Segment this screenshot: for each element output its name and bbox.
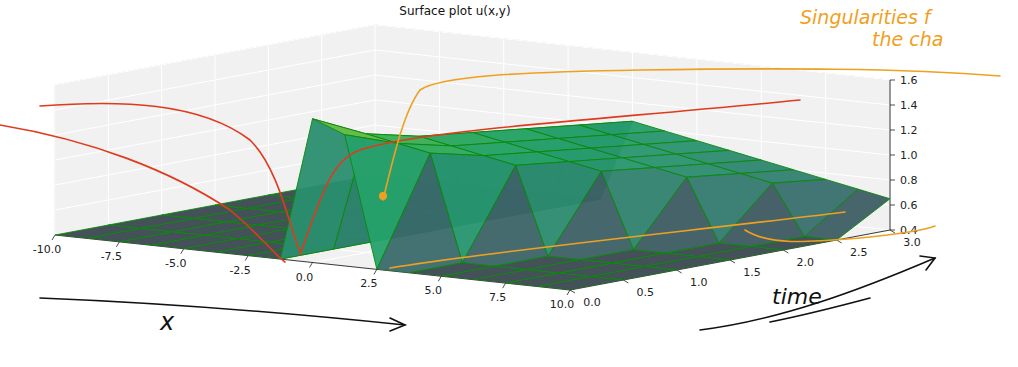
annotation-stroke <box>383 69 1000 200</box>
tick <box>567 290 570 295</box>
title: Surface plot u(x,y) <box>399 4 510 18</box>
annotations: Singularities fthe cha x time <box>0 6 1000 336</box>
x-tick-label: 5.0 <box>425 284 443 297</box>
tick <box>783 250 788 253</box>
axes <box>55 80 890 290</box>
y-tick-label: 1.5 <box>743 266 761 279</box>
tick <box>438 276 441 281</box>
x-tick-label: -7.5 <box>101 250 122 263</box>
annotation: Singularities f <box>800 6 934 28</box>
surface-cell <box>633 177 719 253</box>
tick <box>570 290 575 293</box>
grid-line <box>55 25 375 85</box>
tick <box>890 180 895 181</box>
chart: -10.0 -7.5 -5.0 -2.5 0.0 2.5 5.0 7.5 10.0 0.0 0.5 1… <box>0 0 1018 367</box>
z-tick-label: 1.4 <box>900 99 918 112</box>
tick <box>245 256 248 261</box>
tick <box>890 230 895 231</box>
y-tick-label: 0.0 <box>583 296 601 309</box>
z-tick-label: 0.6 <box>900 199 918 212</box>
annotation: time <box>772 284 822 309</box>
y-tick-label: 3.0 <box>903 236 921 249</box>
grid <box>55 25 890 290</box>
tick <box>310 263 313 268</box>
surface-cell <box>462 165 548 266</box>
grid-line <box>375 50 890 105</box>
x-tick-label: -10.0 <box>33 243 61 256</box>
panes <box>55 25 890 290</box>
tick <box>890 105 895 106</box>
x-tick-label: 7.5 <box>489 291 507 304</box>
annotation-stroke <box>300 100 800 255</box>
tick <box>116 242 119 247</box>
x-tick-label: -2.5 <box>229 264 250 277</box>
tick <box>677 270 682 273</box>
annotation: x <box>159 308 175 336</box>
x-tick-label: 10.0 <box>550 298 575 311</box>
annotation-stroke <box>745 226 935 242</box>
annotation-stroke <box>390 318 405 331</box>
tick <box>730 260 735 263</box>
x-tick-label: -5.0 <box>165 257 186 270</box>
surface-cell <box>548 171 634 259</box>
grid-line <box>55 50 375 110</box>
z-tick-label: 1.6 <box>900 74 918 87</box>
tick <box>503 283 506 288</box>
annotation-stroke <box>40 103 300 252</box>
tick <box>890 230 895 233</box>
tick <box>374 269 377 274</box>
annotation-stroke <box>0 125 285 262</box>
y-tick-label: 2.5 <box>850 246 868 259</box>
tick <box>890 155 895 156</box>
x-tick-label: 0.0 <box>296 271 314 284</box>
y-tick-label: 1.0 <box>690 276 708 289</box>
z-tick-label: 0.8 <box>900 174 918 187</box>
y-tick-label: 0.5 <box>637 286 655 299</box>
grid-line <box>375 25 890 80</box>
tick <box>181 249 184 254</box>
tick <box>623 280 628 283</box>
z-tick-label: 1.2 <box>900 124 918 137</box>
tick <box>52 235 55 240</box>
surface <box>55 119 890 290</box>
annotation-stroke <box>920 256 935 270</box>
annotation-dot <box>379 192 387 200</box>
surface-cell <box>804 189 890 240</box>
annotation-stroke <box>40 298 405 325</box>
annotation: the cha <box>872 28 943 50</box>
surface-cell <box>538 277 624 290</box>
annotation-stroke <box>700 258 935 330</box>
x-tick-label: 2.5 <box>360 277 378 290</box>
tick <box>890 130 895 131</box>
tick <box>890 80 895 81</box>
y-tick-label: 2.0 <box>797 256 815 269</box>
tick-labels: -10.0 -7.5 -5.0 -2.5 0.0 2.5 5.0 7.5 10.0 0.0 0.5 1… <box>33 74 921 311</box>
tick <box>890 205 895 206</box>
z-tick-label: 1.0 <box>900 149 918 162</box>
